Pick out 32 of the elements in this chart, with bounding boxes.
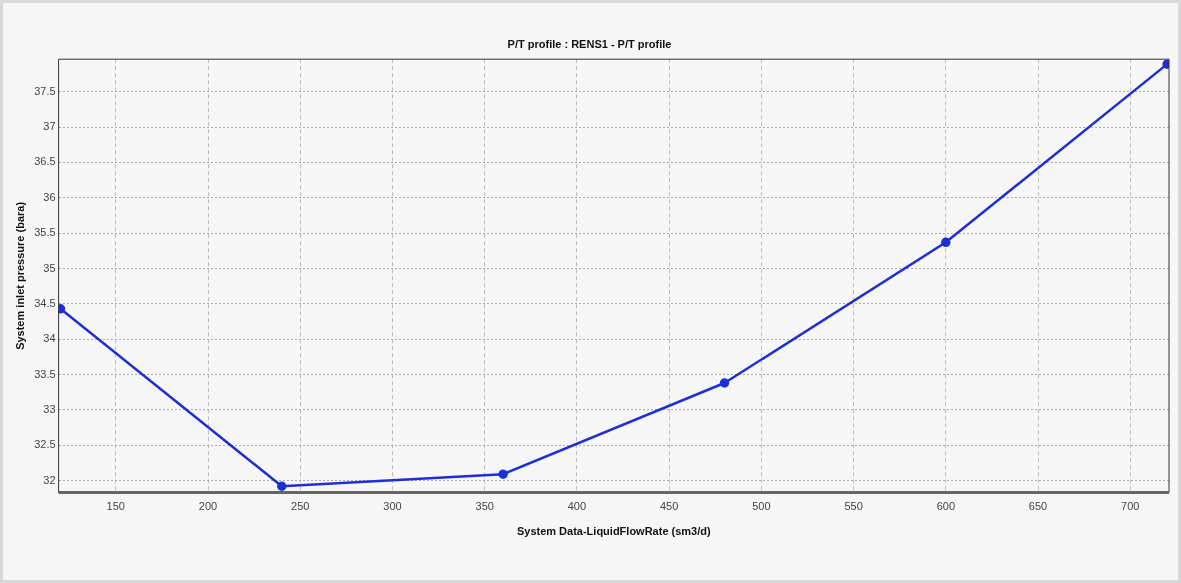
chart-title: P/T profile : RENS1 - P/T profile bbox=[507, 37, 672, 50]
y-tick-label: 36.5 bbox=[34, 155, 56, 168]
x-tick-label: 500 bbox=[752, 500, 771, 513]
y-tick-label: 32.5 bbox=[34, 438, 56, 451]
y-tick-label: 32 bbox=[43, 473, 56, 486]
y-tick-label: 35.5 bbox=[34, 226, 56, 239]
x-tick-label: 400 bbox=[567, 500, 587, 513]
x-tick-label: 300 bbox=[383, 500, 402, 513]
x-tick-label: 550 bbox=[844, 500, 863, 513]
x-tick-label: 350 bbox=[475, 500, 494, 513]
x-tick-label: 700 bbox=[1121, 500, 1140, 513]
y-tick-label: 37.5 bbox=[34, 84, 56, 97]
y-tick-label: 33 bbox=[43, 402, 56, 415]
point bbox=[498, 469, 508, 479]
x-tick-label: 450 bbox=[659, 500, 679, 513]
point bbox=[719, 378, 730, 388]
x-tick-label: 200 bbox=[198, 500, 218, 513]
x-axis-title: System Data-LiquidFlowRate (sm3/d) bbox=[516, 525, 712, 538]
point bbox=[277, 481, 287, 491]
point bbox=[58, 304, 66, 314]
x-tick-label: 250 bbox=[291, 500, 310, 513]
y-tick-label: 35 bbox=[43, 261, 56, 274]
y-tick-label: 36 bbox=[43, 190, 56, 203]
y-tick-label: 33.5 bbox=[34, 367, 56, 380]
point bbox=[941, 237, 951, 248]
y-tick-label: 34.5 bbox=[34, 296, 56, 309]
x-tick-label: 150 bbox=[106, 500, 125, 513]
y-axis-title: System inlet pressure (bara) bbox=[13, 201, 26, 350]
x-tick-label: 650 bbox=[1028, 500, 1048, 513]
y-tick-label: 34 bbox=[43, 332, 56, 345]
x-tick-label: 600 bbox=[936, 500, 955, 513]
y-tick-label: 37 bbox=[43, 120, 56, 133]
